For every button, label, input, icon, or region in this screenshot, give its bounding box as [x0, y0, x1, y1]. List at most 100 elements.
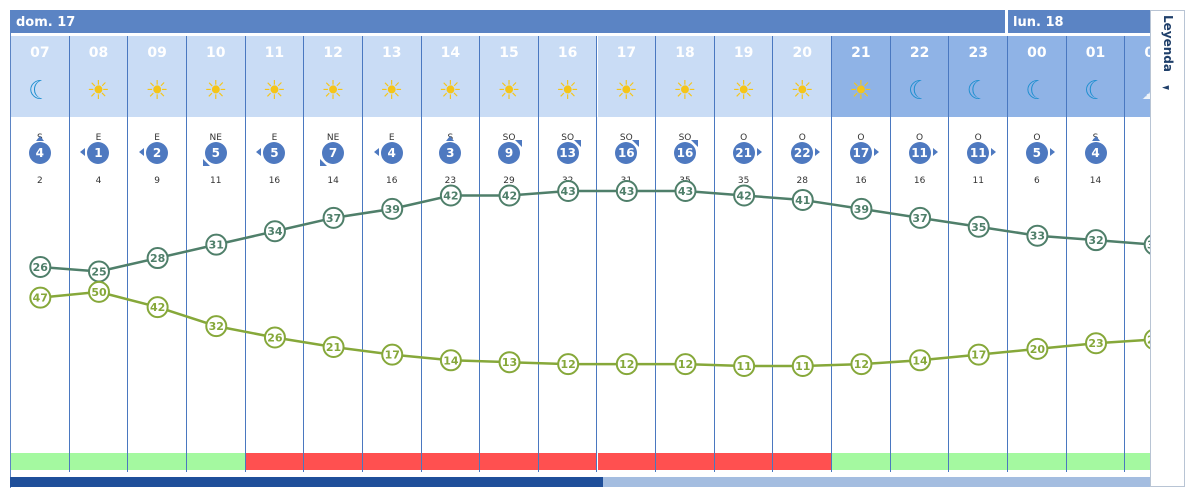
wind-speed-badge: 4 — [1084, 136, 1107, 164]
hour-label: 10 — [206, 45, 226, 61]
temp_lower-point: 17 — [381, 343, 404, 366]
hour-header — [1125, 36, 1151, 117]
sun-icon: ☀ — [380, 76, 404, 106]
wind-direction: SO — [561, 133, 575, 143]
wind-direction: O — [916, 133, 924, 143]
hour-label: 08 — [88, 45, 109, 61]
temp_upper-point: 39 — [850, 197, 873, 220]
temperature-label: 12 — [561, 358, 576, 371]
temperature-label: 43 — [561, 185, 576, 198]
hour-header — [362, 36, 421, 117]
hour-column: 11 ☀ E 5 16 — [245, 36, 305, 472]
temp_upper-point: 42 — [733, 184, 756, 207]
hour-column: 09 ☀ E 2 9 — [128, 36, 187, 472]
wind-arrow-icon — [815, 148, 821, 156]
hour-column: 15 ☀ SO 9 29 — [480, 36, 539, 472]
legend-panel-toggle[interactable]: Leyenda ◄ — [1150, 10, 1185, 487]
wind-arrow-icon — [756, 148, 762, 156]
temp_upper-point: 39 — [381, 197, 404, 220]
wind-direction: NE — [209, 133, 222, 143]
wind-speed-badge: 9 — [498, 140, 522, 164]
temp_lower-point: 42 — [146, 296, 169, 319]
wind-arrow-icon — [932, 148, 938, 156]
temperature-label: 14 — [443, 354, 459, 367]
hour-header — [128, 36, 186, 117]
wind-speed-badge: 3 — [439, 136, 462, 164]
wind-arrow-icon — [35, 136, 44, 141]
temp_lower-point: 11 — [791, 355, 814, 377]
temp_lower-point: 20 — [1026, 337, 1049, 360]
wind-arrow-icon — [446, 136, 455, 141]
temp_lower-point: 32 — [205, 315, 228, 338]
hour-column: 12 ☀ NE 7 14 — [304, 36, 363, 472]
moon-icon: ☾ — [966, 76, 990, 106]
hour-label: 01 — [1085, 45, 1106, 61]
risk-band-cell — [186, 453, 245, 470]
temperature-label: 37 — [912, 212, 927, 225]
temperature-label: 42 — [443, 189, 458, 202]
hour-label: 22 — [909, 45, 930, 61]
risk-band-cell — [538, 453, 597, 470]
sun-icon: ☀ — [556, 76, 580, 106]
hour-header — [597, 36, 656, 117]
temperature-label: 42 — [502, 189, 517, 202]
temperature-label: 11 — [795, 360, 810, 373]
temperature-label: 14 — [912, 354, 928, 367]
hour-column: 23 ☾ O 11 11 — [949, 36, 1009, 472]
hour-header — [538, 36, 597, 117]
risk-band-cell — [1125, 453, 1151, 470]
temp_upper-point: 43 — [674, 180, 697, 203]
sun-icon: ☀ — [731, 76, 756, 106]
hour-column: 14 ☀ S 3 23 — [421, 36, 481, 472]
hour-label: 07 — [30, 45, 50, 61]
wind-arrow-icon — [373, 148, 379, 156]
temperature-label: 50 — [91, 286, 107, 299]
hour-label: 16 — [557, 45, 578, 61]
wind-gust: 16 — [913, 176, 926, 186]
expand-arrow-icon: ◄ — [1162, 83, 1169, 93]
temperature-label: 23 — [1088, 337, 1103, 350]
temp_lower-point: 12 — [674, 353, 697, 376]
temp_lower-point: 26 — [263, 326, 286, 349]
wind-gust: 6 — [1034, 176, 1040, 186]
wind-arrow-icon — [80, 148, 86, 156]
moon-icon: ☾ — [1083, 76, 1108, 106]
wind-arrow-icon — [256, 148, 262, 156]
hour-column: 08 ☀ E 1 4 — [69, 36, 129, 472]
wind-gust: 11 — [210, 176, 222, 186]
temp_upper-point: 34 — [263, 220, 286, 243]
wind-arrow-icon — [1091, 136, 1100, 141]
hour-column: 17☀SO1631 — [597, 36, 657, 472]
hour-label: 19 — [733, 45, 754, 61]
temp_lower-point: 14 — [439, 349, 462, 372]
temp_upper-point: 37 — [322, 206, 345, 229]
sun-icon: ☀ — [849, 76, 873, 106]
hour-column: 00 ☾ O 5 6 — [1008, 36, 1067, 472]
wind-direction: E — [95, 133, 102, 143]
risk-band-cell — [832, 453, 890, 470]
wind-speed-badge: 13 — [556, 140, 581, 164]
temperature-label: 26 — [33, 261, 49, 274]
risk-band-cell — [890, 453, 949, 470]
temperature-label: 21 — [326, 341, 341, 354]
temperature-label: 26 — [267, 332, 283, 345]
temperature-label: 12 — [678, 358, 693, 371]
temperature-label: 39 — [385, 203, 400, 216]
temperature-label: 32 — [209, 320, 224, 333]
hour-label: 13 — [381, 45, 402, 61]
hour-label: 21 — [851, 45, 871, 61]
risk-band-cell — [69, 453, 128, 470]
temp_upper-point: 37 — [909, 206, 932, 229]
wind-gust: 4 — [95, 176, 102, 186]
temp_upper-point: 32 — [1085, 229, 1108, 252]
risk-band-cell — [362, 453, 421, 470]
scrollbar-thumb[interactable] — [10, 477, 603, 487]
temp_lower-point: 12 — [850, 353, 873, 376]
wind-gust: 16 — [385, 176, 398, 186]
horizontal-scrollbar[interactable] — [10, 477, 1150, 487]
risk-band-cell — [1008, 453, 1066, 470]
temperature-label: 43 — [619, 185, 634, 198]
moon-icon: ☾ — [28, 76, 52, 106]
wind-gust: 35 — [737, 176, 750, 186]
temp_upper-point: 42 — [498, 184, 521, 207]
